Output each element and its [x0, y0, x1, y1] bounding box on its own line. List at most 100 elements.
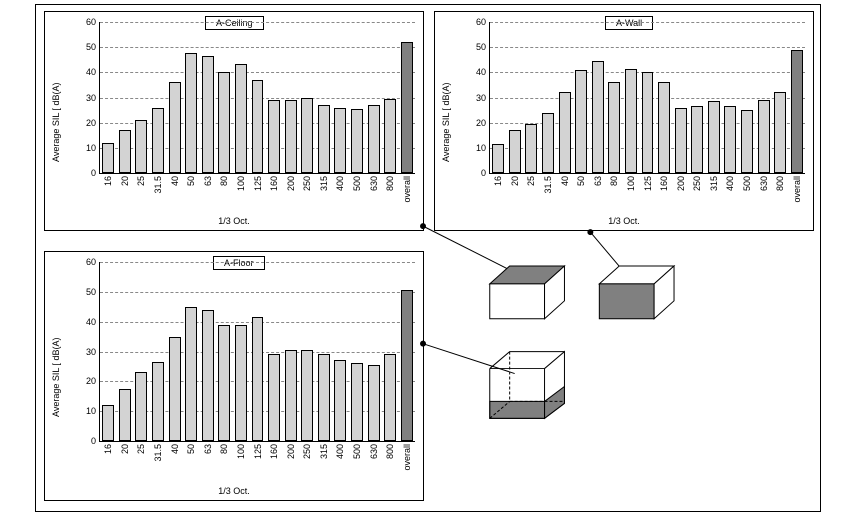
ytick-label: 30 [476, 93, 486, 103]
bar [334, 108, 346, 173]
xtick-label: 80 [219, 176, 229, 186]
bar [268, 100, 280, 173]
bar [169, 82, 181, 173]
xtick-label: 20 [510, 176, 520, 186]
bar [285, 350, 297, 441]
bar [368, 365, 380, 441]
xtick-label: 80 [609, 176, 619, 186]
xtick-label: 63 [203, 176, 213, 186]
ytick-label: 40 [86, 67, 96, 77]
bar [608, 82, 620, 173]
ceiling-box-icon [490, 266, 565, 319]
xtick-label: 31.5 [543, 176, 553, 194]
xtick-label: 25 [526, 176, 536, 186]
bar [218, 325, 230, 441]
chart-wall: A-Wall Average SIL [ dB(A) 0102030405060… [434, 11, 814, 231]
xtick-label: 20 [120, 444, 130, 454]
chart-ceiling-x-title: 1/3 Oct. [45, 216, 423, 226]
xtick-label: 63 [203, 444, 213, 454]
xtick-label: 800 [385, 444, 395, 459]
gridline [490, 47, 805, 48]
xtick-label: 160 [659, 176, 669, 191]
bar [318, 354, 330, 441]
chart-wall-y-title: Average SIL [ dB(A) [441, 82, 451, 162]
chart-wall-plot: 010203040506016202531.540506380100125160… [489, 22, 805, 174]
xtick-label: 200 [676, 176, 686, 191]
xtick-label: 80 [219, 444, 229, 454]
bar [102, 405, 114, 441]
bar [492, 144, 504, 173]
floor-box-icon [490, 352, 565, 419]
figure-frame: A-Ceiling Average SIL [ dB(A) 0102030405… [35, 4, 821, 512]
chart-floor-plot: 010203040506016202531.540506380100125160… [99, 262, 415, 442]
xtick-label: 63 [593, 176, 603, 186]
gridline [100, 292, 415, 293]
bar [509, 130, 521, 173]
bar [285, 100, 297, 173]
xtick-label: 315 [319, 176, 329, 191]
xtick-label: 50 [186, 444, 196, 454]
bar [102, 143, 114, 173]
xtick-label: 31.5 [153, 176, 163, 194]
xtick-label: overall [402, 176, 412, 203]
bar [368, 105, 380, 173]
ytick-label: 40 [476, 67, 486, 77]
bar-overall [401, 290, 413, 441]
xtick-label: 25 [136, 444, 146, 454]
xtick-label: overall [792, 176, 802, 203]
gridline [100, 22, 415, 23]
xtick-label: 100 [236, 176, 246, 191]
xtick-label: 40 [170, 444, 180, 454]
xtick-label: 400 [335, 444, 345, 459]
xtick-label: 630 [369, 444, 379, 459]
bar [525, 124, 537, 173]
bar [185, 53, 197, 173]
ytick-label: 50 [476, 42, 486, 52]
ytick-label: 40 [86, 317, 96, 327]
xtick-label: 630 [759, 176, 769, 191]
bar-overall [791, 50, 803, 173]
gridline [100, 72, 415, 73]
bar [724, 106, 736, 173]
ytick-label: 0 [481, 168, 486, 178]
xtick-label: 500 [352, 176, 362, 191]
xtick-label: 400 [725, 176, 735, 191]
bar [202, 310, 214, 441]
bar [351, 363, 363, 441]
ytick-label: 10 [86, 406, 96, 416]
ytick-label: 20 [86, 118, 96, 128]
xtick-label: 31.5 [153, 444, 163, 462]
xtick-label: 400 [335, 176, 345, 191]
xtick-label: 125 [253, 444, 263, 459]
bar [691, 106, 703, 173]
xtick-label: 200 [286, 176, 296, 191]
bar [318, 105, 330, 173]
xtick-label: 200 [286, 444, 296, 459]
bar [152, 362, 164, 441]
bar [235, 325, 247, 441]
bar [575, 70, 587, 173]
bar [758, 100, 770, 173]
ytick-label: 50 [86, 287, 96, 297]
bar [202, 56, 214, 173]
chart-floor-x-title: 1/3 Oct. [45, 486, 423, 496]
bar [252, 317, 264, 441]
ytick-label: 20 [476, 118, 486, 128]
xtick-label: 100 [626, 176, 636, 191]
xtick-label: 40 [170, 176, 180, 186]
xtick-label: 500 [352, 444, 362, 459]
chart-ceiling-plot: 010203040506016202531.540506380100125160… [99, 22, 415, 174]
ytick-label: 0 [91, 436, 96, 446]
ytick-label: 60 [86, 17, 96, 27]
ytick-label: 60 [476, 17, 486, 27]
bar [675, 108, 687, 173]
bar [384, 99, 396, 173]
xtick-label: 16 [103, 444, 113, 454]
xtick-label: 125 [253, 176, 263, 191]
xtick-label: 800 [775, 176, 785, 191]
bar [169, 337, 181, 441]
bar [301, 350, 313, 441]
xtick-label: 40 [560, 176, 570, 186]
bar [642, 72, 654, 173]
chart-wall-x-title: 1/3 Oct. [435, 216, 813, 226]
